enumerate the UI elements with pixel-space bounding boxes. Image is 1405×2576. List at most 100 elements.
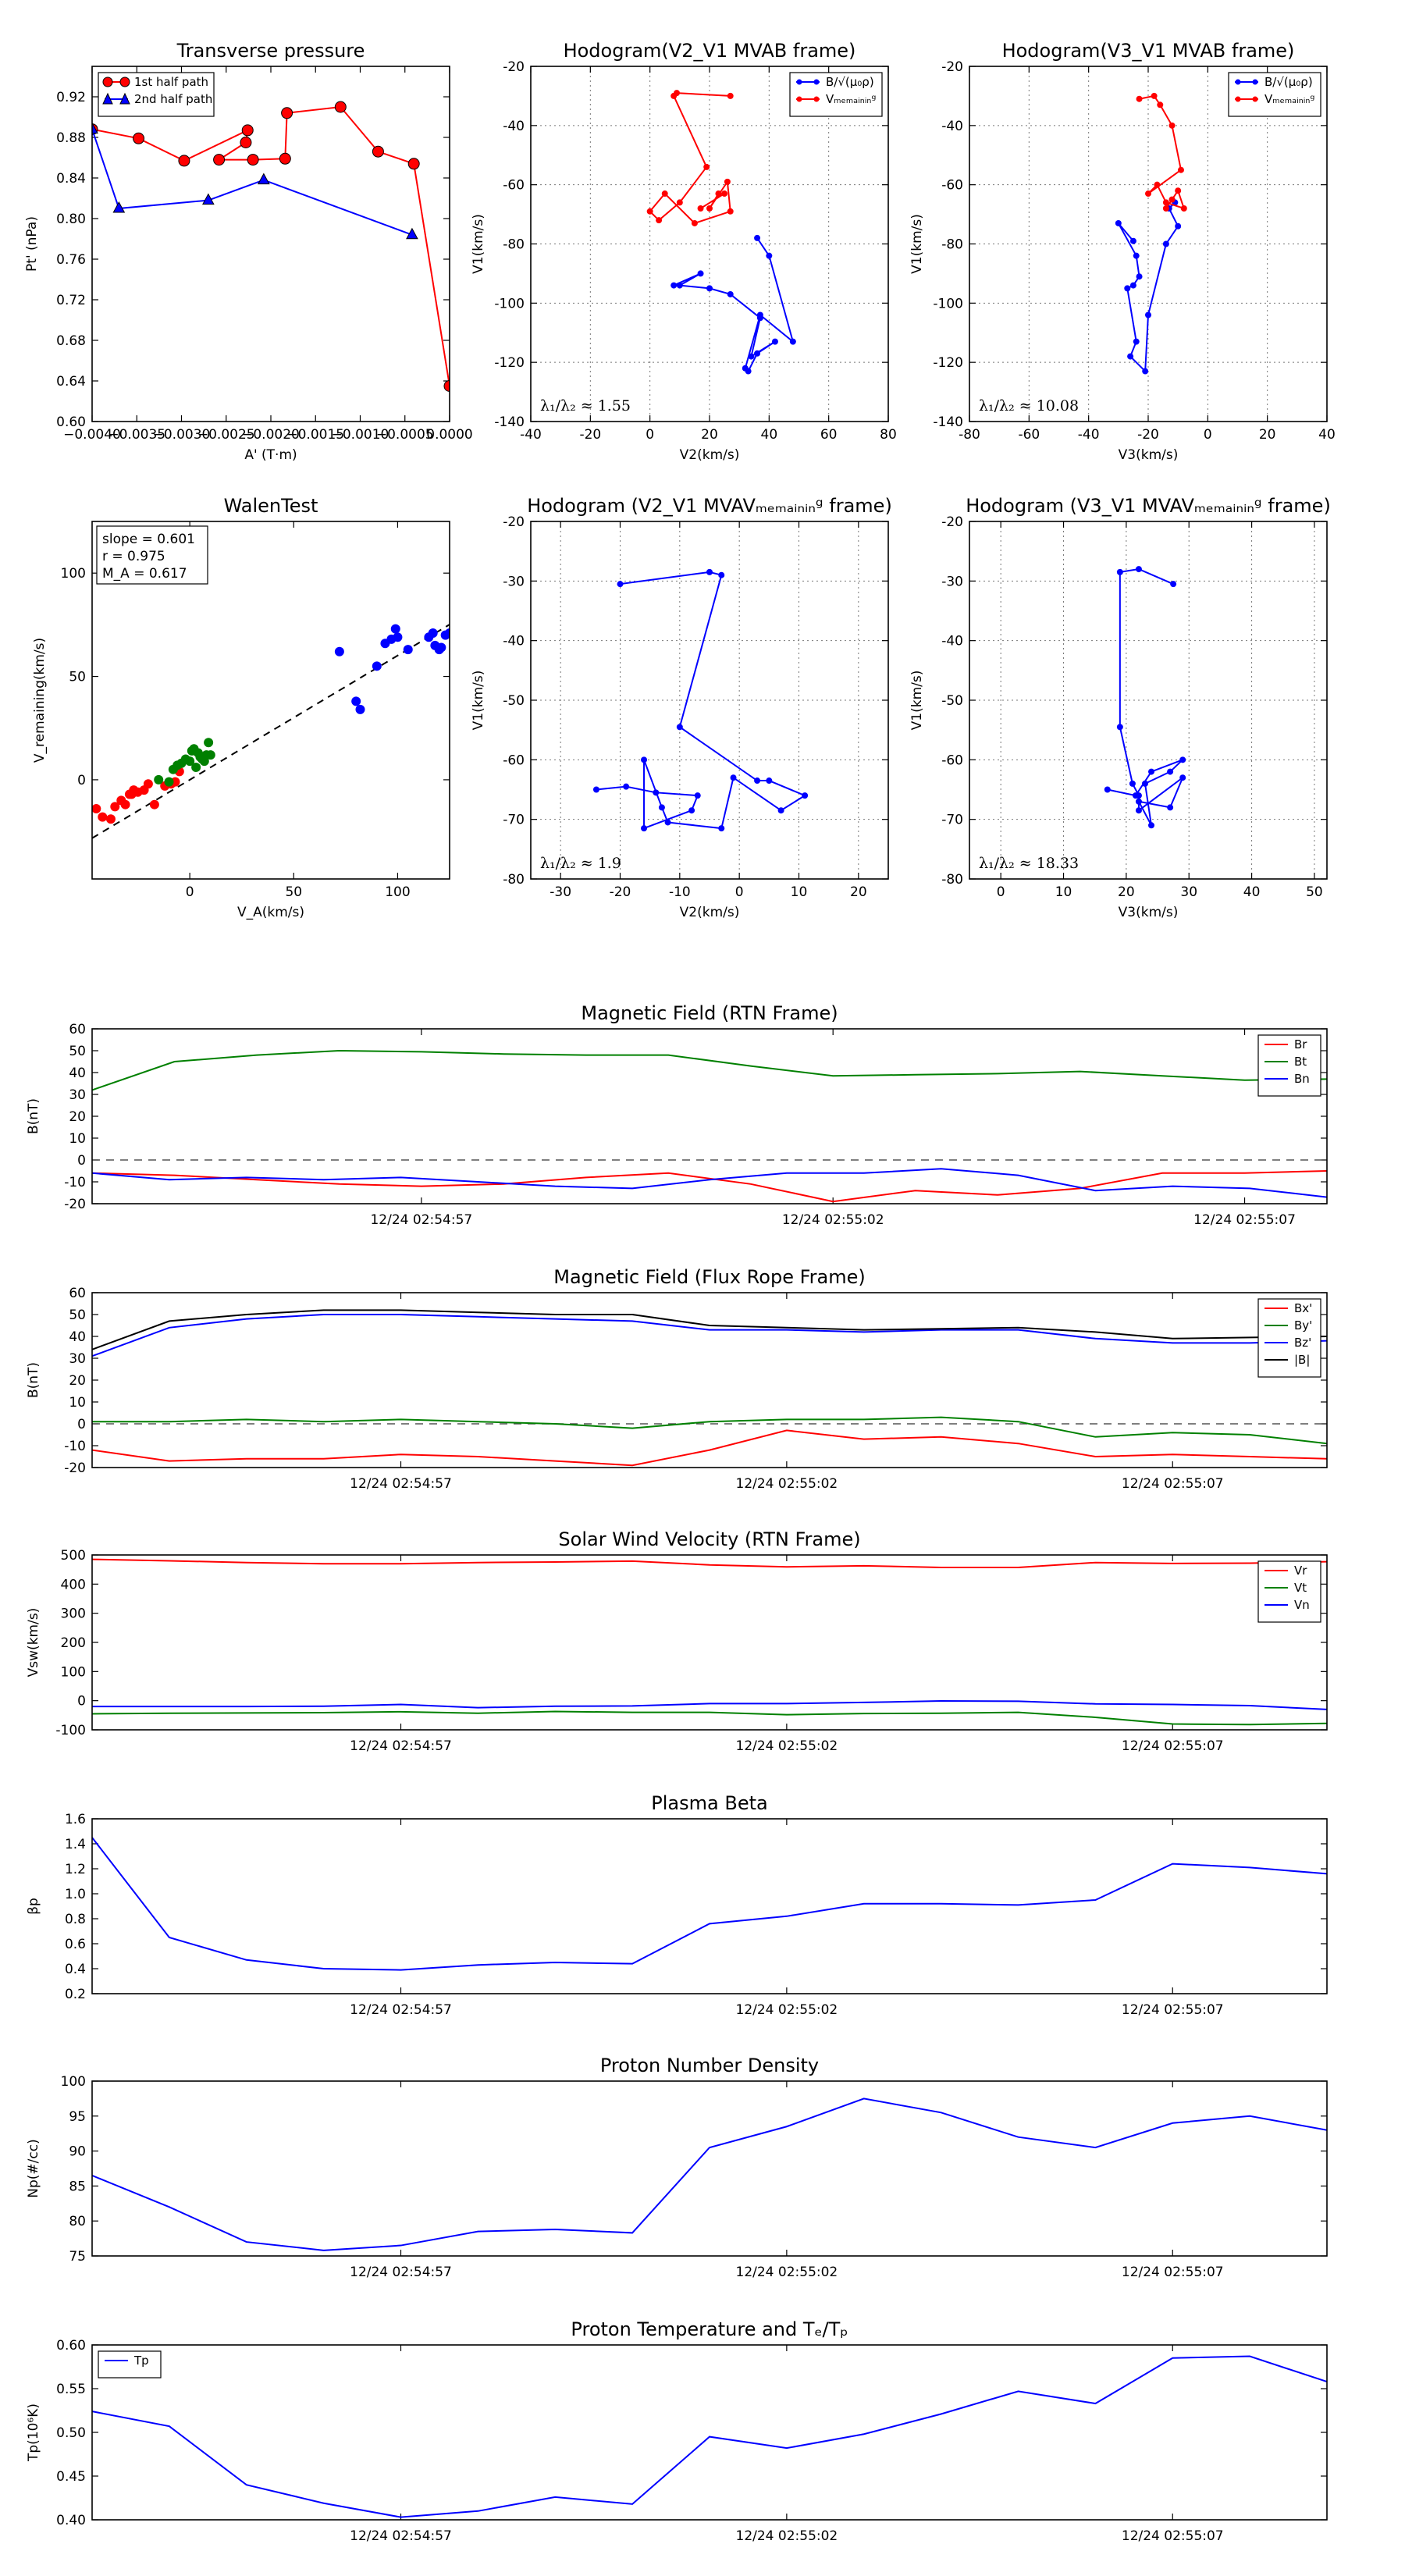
data-point — [149, 799, 159, 809]
data-point — [92, 122, 98, 134]
data-point — [724, 178, 731, 185]
x-tick-label: 12/24 02:55:02 — [736, 2002, 838, 2018]
x-tick-label: −0.0010 — [332, 427, 389, 443]
legend-entry: Vₘₑₘₐᵢₙᵢₙᵍ — [1264, 92, 1314, 106]
data-point — [676, 199, 683, 206]
legend-entry: Br — [1294, 1037, 1307, 1051]
data-point — [664, 819, 671, 826]
x-tick-label: −0.0005 — [376, 427, 434, 443]
data-point — [240, 137, 252, 148]
data-point — [1170, 581, 1177, 588]
y-tick-label: -140 — [494, 415, 525, 430]
y-tick-label: 200 — [61, 1635, 86, 1651]
data-point — [748, 353, 755, 360]
y-tick-label: 10 — [69, 1131, 86, 1147]
legend-box — [98, 2350, 162, 2379]
x-tick-label: 12/24 02:55:02 — [736, 1738, 838, 1754]
series-line-Vr — [92, 1558, 1327, 1569]
ratio-annotation: λ₁/λ₂ ≈ 10.08 — [979, 397, 1079, 415]
data-point — [213, 154, 226, 166]
y-axis-label: V1(km/s) — [471, 214, 486, 274]
x-tick-label: -20 — [579, 427, 601, 443]
ratio-annotation: λ₁/λ₂ ≈ 1.55 — [540, 397, 631, 415]
x-tick-label: 0 — [1204, 427, 1212, 443]
data-point — [164, 777, 174, 787]
ratio-annotation: λ₁/λ₂ ≈ 1.9 — [540, 855, 621, 872]
legend-entry: B/√(μ₀ρ) — [1264, 75, 1313, 89]
data-point — [1151, 92, 1158, 99]
y-tick-label: 20 — [69, 1109, 86, 1125]
data-point — [403, 645, 413, 655]
y-tick-label: -80 — [941, 872, 963, 888]
data-point — [706, 205, 713, 212]
x-tick-label: 12/24 02:55:07 — [1122, 2528, 1224, 2544]
chart-title: Hodogram(V2_V1 MVAB frame) — [564, 40, 856, 62]
data-point — [92, 803, 101, 813]
plot-frame — [91, 66, 450, 422]
y-tick-label: 0 — [77, 773, 86, 788]
y-tick-label: 0.72 — [56, 293, 86, 308]
x-tick-label: 12/24 02:55:07 — [1122, 1476, 1224, 1492]
y-tick-label: 0.68 — [56, 333, 86, 349]
legend: B/√(μ₀ρ) Vₘₑₘₐᵢₙᵢₙᵍ — [1228, 72, 1321, 117]
x-tick-label: 40 — [1318, 427, 1336, 443]
x-axis-label: V3(km/s) — [1119, 905, 1179, 920]
y-tick-label: 1.2 — [65, 1862, 86, 1877]
data-point — [1116, 568, 1123, 575]
x-tick-label: 12/24 02:55:02 — [782, 1212, 884, 1228]
series-line — [673, 237, 795, 373]
chart-vsw: Solar Wind Velocity (RTN Frame) -100 0 100 2… — [26, 1528, 1328, 1754]
y-tick-label: -80 — [503, 872, 525, 888]
y-axis-label: V_remaining(km/s) — [32, 638, 48, 763]
legend-entry: Bz' — [1294, 1336, 1311, 1350]
y-tick-label: 400 — [61, 1577, 86, 1592]
x-tick-label: -40 — [1078, 427, 1100, 443]
x-tick-label: 20 — [850, 884, 867, 900]
legend-box — [789, 72, 883, 117]
y-tick-label: 10 — [69, 1395, 86, 1411]
x-tick-label: 30 — [1180, 884, 1197, 900]
x-tick-label: 40 — [1243, 884, 1261, 900]
chart-title: Transverse pressure — [176, 40, 365, 62]
y-tick-label: -30 — [941, 574, 963, 589]
legend-entry: Tp — [133, 2354, 149, 2368]
data-point — [1157, 101, 1164, 109]
data-point — [1133, 252, 1140, 259]
chart-title: WalenTest — [224, 495, 318, 517]
data-point — [1167, 804, 1174, 811]
y-tick-label: -10 — [64, 1175, 86, 1190]
x-axis-label: V2(km/s) — [680, 447, 740, 463]
x-tick-label: 12/24 02:55:07 — [1193, 1212, 1296, 1228]
data-point — [592, 786, 599, 793]
x-tick-label: 12/24 02:55:07 — [1122, 1738, 1224, 1754]
legend-box — [1257, 1298, 1321, 1378]
plot-frame — [530, 521, 889, 880]
x-tick-label: 12/24 02:54:57 — [370, 1212, 472, 1228]
data-point — [727, 290, 734, 297]
legend-entry: Vt — [1294, 1581, 1307, 1595]
x-tick-label: 12/24 02:55:07 — [1122, 2002, 1224, 2018]
legend-box — [98, 72, 215, 117]
y-tick-label: 80 — [69, 2214, 86, 2229]
x-tick-label: 60 — [820, 427, 838, 443]
stats-box — [96, 525, 208, 585]
data-point — [676, 282, 683, 289]
y-axis-label: B(nT) — [26, 1098, 41, 1134]
data-point — [205, 750, 215, 760]
y-tick-label: -20 — [64, 1197, 86, 1212]
x-tick-label: 10 — [1055, 884, 1072, 900]
y-axis-label: Tp(10⁶K) — [26, 2403, 41, 2462]
chart-pt: Transverse pressure −0.0040−0.0035−0.0030… — [24, 40, 473, 463]
y-tick-label: 85 — [69, 2179, 86, 2194]
data-point — [641, 825, 648, 832]
data-point — [406, 227, 418, 240]
data-point — [676, 724, 683, 731]
legend-entry: Vn — [1294, 1598, 1310, 1612]
x-tick-label: 10 — [791, 884, 808, 900]
data-point — [334, 101, 347, 113]
y-tick-label: -20 — [503, 514, 525, 530]
series-line-Br — [92, 1170, 1327, 1203]
data-point — [154, 774, 164, 785]
data-point — [1135, 566, 1142, 573]
y-tick-label: 0 — [77, 1417, 86, 1432]
